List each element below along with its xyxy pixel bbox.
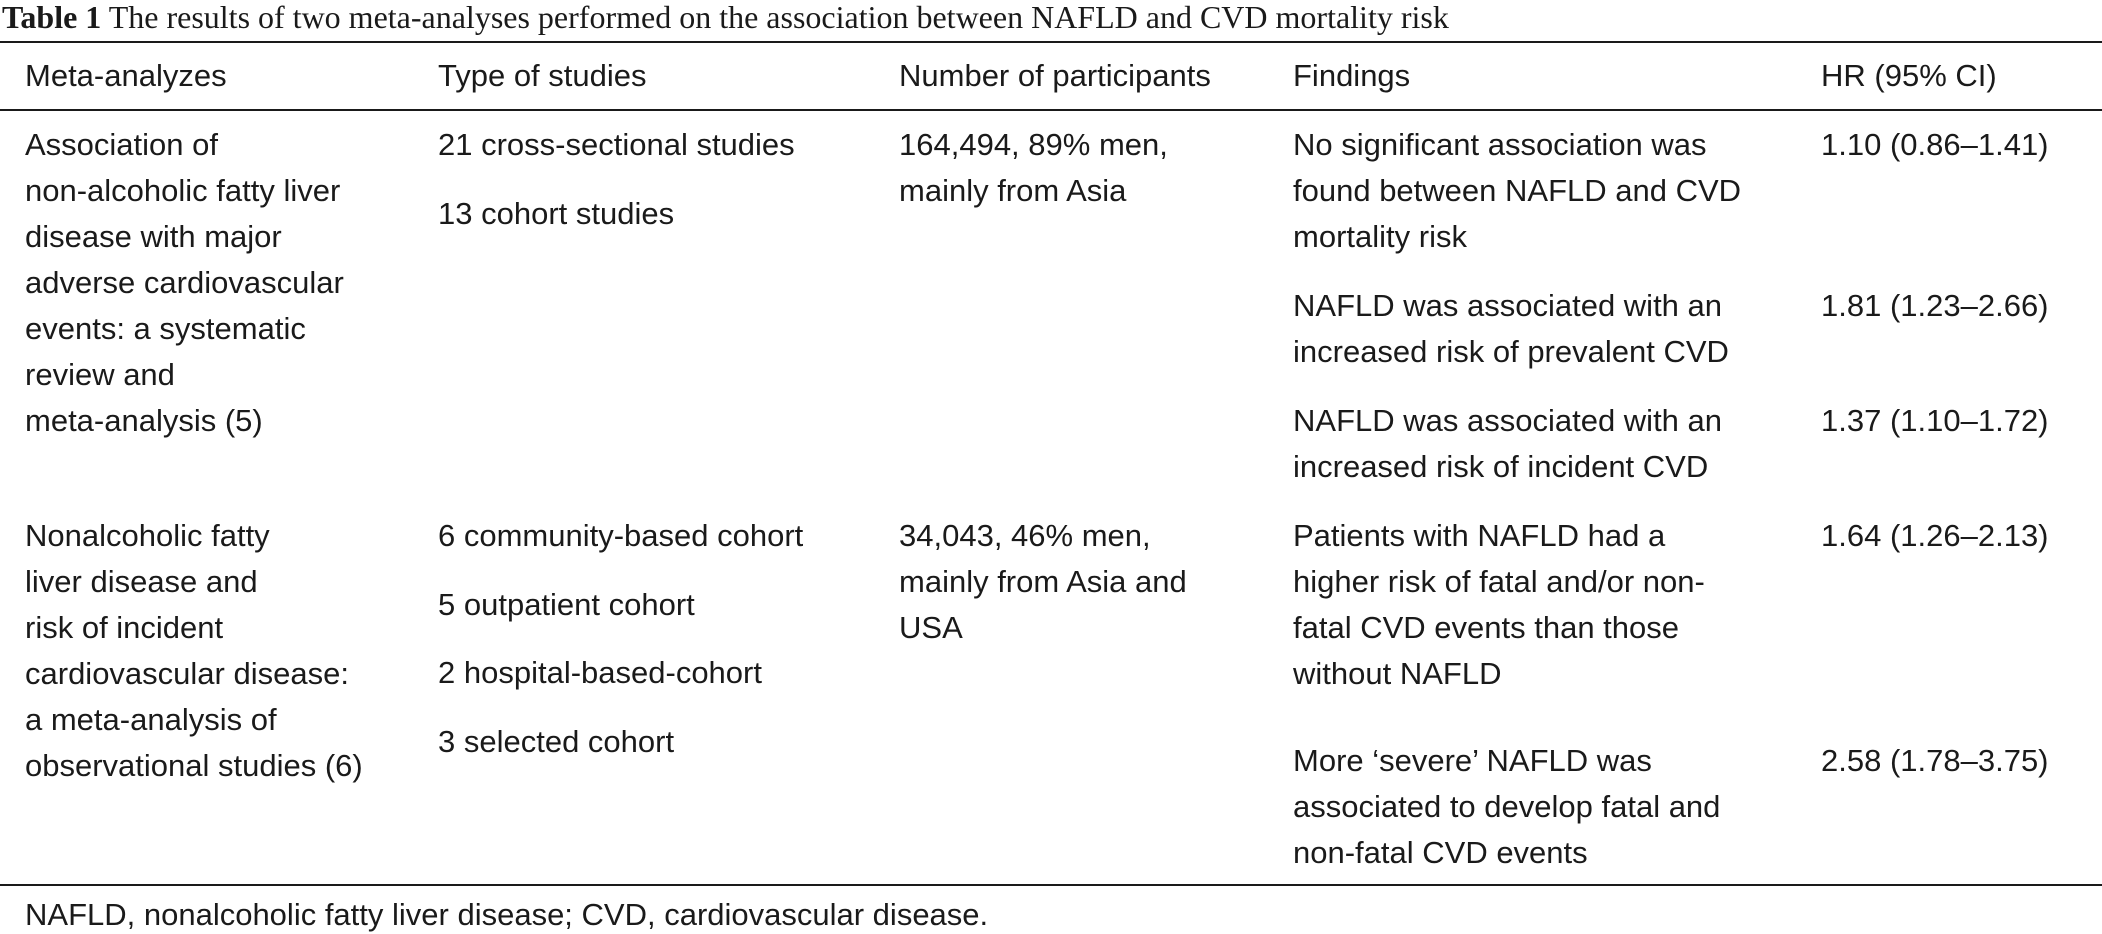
- row1-meta-line: Association of: [25, 127, 218, 162]
- row1-finding-1: No significant association was found bet…: [1293, 122, 1741, 260]
- finding-line: without NAFLD: [1293, 656, 1502, 691]
- finding-line: No significant association was: [1293, 127, 1707, 162]
- row2-meta-line: a meta-analysis of: [25, 702, 277, 737]
- row1-meta-analysis-title: Association of non-alcoholic fatty liver…: [25, 122, 344, 444]
- finding-line: mortality risk: [1293, 219, 1467, 254]
- finding-line: Patients with NAFLD had a: [1293, 518, 1666, 553]
- finding-line: More ‘severe’ NAFLD was: [1293, 743, 1652, 778]
- table-caption-text: The results of two meta-analyses perform…: [108, 0, 1449, 35]
- finding-line: higher risk of fatal and/or non-: [1293, 564, 1705, 599]
- row2-meta-line: Nonalcoholic fatty: [25, 518, 270, 553]
- header-findings: Findings: [1293, 58, 1411, 93]
- row2-hr-1: 1.64 (1.26–2.13): [1821, 518, 2049, 553]
- row2-study-type: 6 community-based cohort: [438, 518, 804, 553]
- row2-study-type: 5 outpatient cohort: [438, 587, 695, 622]
- row1-participants-line: mainly from Asia: [899, 173, 1127, 208]
- row2-participants-line: USA: [899, 610, 963, 645]
- table-top-rule: [0, 41, 2102, 43]
- finding-line: NAFLD was associated with an: [1293, 403, 1723, 438]
- table-caption-label: Table 1: [2, 0, 102, 35]
- table-footnote: NAFLD, nonalcoholic fatty liver disease;…: [25, 897, 989, 932]
- row1-meta-line: non-alcoholic fatty liver: [25, 173, 341, 208]
- row1-hr-3: 1.37 (1.10–1.72): [1821, 403, 2049, 438]
- row1-study-type: 13 cohort studies: [438, 196, 675, 231]
- row2-meta-line: liver disease and: [25, 564, 258, 599]
- row1-participants-line: 164,494, 89% men,: [899, 127, 1168, 162]
- table-caption: Table 1 The results of two meta-analyses…: [2, 0, 1449, 34]
- row1-meta-line: events: a systematic: [25, 311, 306, 346]
- row2-finding-2: More ‘severe’ NAFLD was associated to de…: [1293, 738, 1720, 876]
- header-hr: HR (95% CI): [1821, 58, 1997, 93]
- row2-meta-line: cardiovascular disease:: [25, 656, 349, 691]
- row2-meta-analysis-title: Nonalcoholic fatty liver disease and ris…: [25, 513, 363, 789]
- finding-line: non-fatal CVD events: [1293, 835, 1588, 870]
- row2-finding-1: Patients with NAFLD had a higher risk of…: [1293, 513, 1705, 697]
- row1-finding-2: NAFLD was associated with an increased r…: [1293, 283, 1729, 375]
- row1-study-type: 21 cross-sectional studies: [438, 127, 795, 162]
- row2-meta-line: risk of incident: [25, 610, 224, 645]
- finding-line: increased risk of incident CVD: [1293, 449, 1709, 484]
- finding-line: associated to develop fatal and: [1293, 789, 1721, 824]
- finding-line: increased risk of prevalent CVD: [1293, 334, 1729, 369]
- row1-meta-line: adverse cardiovascular: [25, 265, 344, 300]
- finding-line: found between NAFLD and CVD: [1293, 173, 1742, 208]
- row2-participants-line: mainly from Asia and: [899, 564, 1187, 599]
- row1-hr-1: 1.10 (0.86–1.41): [1821, 127, 2049, 162]
- row2-participants: 34,043, 46% men, mainly from Asia and US…: [899, 513, 1187, 651]
- finding-line: NAFLD was associated with an: [1293, 288, 1723, 323]
- row1-finding-3: NAFLD was associated with an increased r…: [1293, 398, 1722, 490]
- table-bottom-rule: [0, 884, 2102, 886]
- row2-participants-line: 34,043, 46% men,: [899, 518, 1151, 553]
- header-type-of-studies: Type of studies: [438, 58, 647, 93]
- row2-hr-2: 2.58 (1.78–3.75): [1821, 743, 2049, 778]
- header-number-of-participants: Number of participants: [899, 58, 1211, 93]
- table-header-rule: [0, 109, 2102, 111]
- row1-participants: 164,494, 89% men, mainly from Asia: [899, 122, 1168, 214]
- finding-line: fatal CVD events than those: [1293, 610, 1680, 645]
- row1-meta-line: meta-analysis (5): [25, 403, 263, 438]
- row2-study-type: 3 selected cohort: [438, 724, 675, 759]
- row2-study-type: 2 hospital-based-cohort: [438, 655, 762, 690]
- row1-meta-line: review and: [25, 357, 175, 392]
- row1-meta-line: disease with major: [25, 219, 282, 254]
- row2-meta-line: observational studies (6): [25, 748, 363, 783]
- row1-hr-2: 1.81 (1.23–2.66): [1821, 288, 2049, 323]
- header-meta-analyzes: Meta-analyzes: [25, 58, 227, 93]
